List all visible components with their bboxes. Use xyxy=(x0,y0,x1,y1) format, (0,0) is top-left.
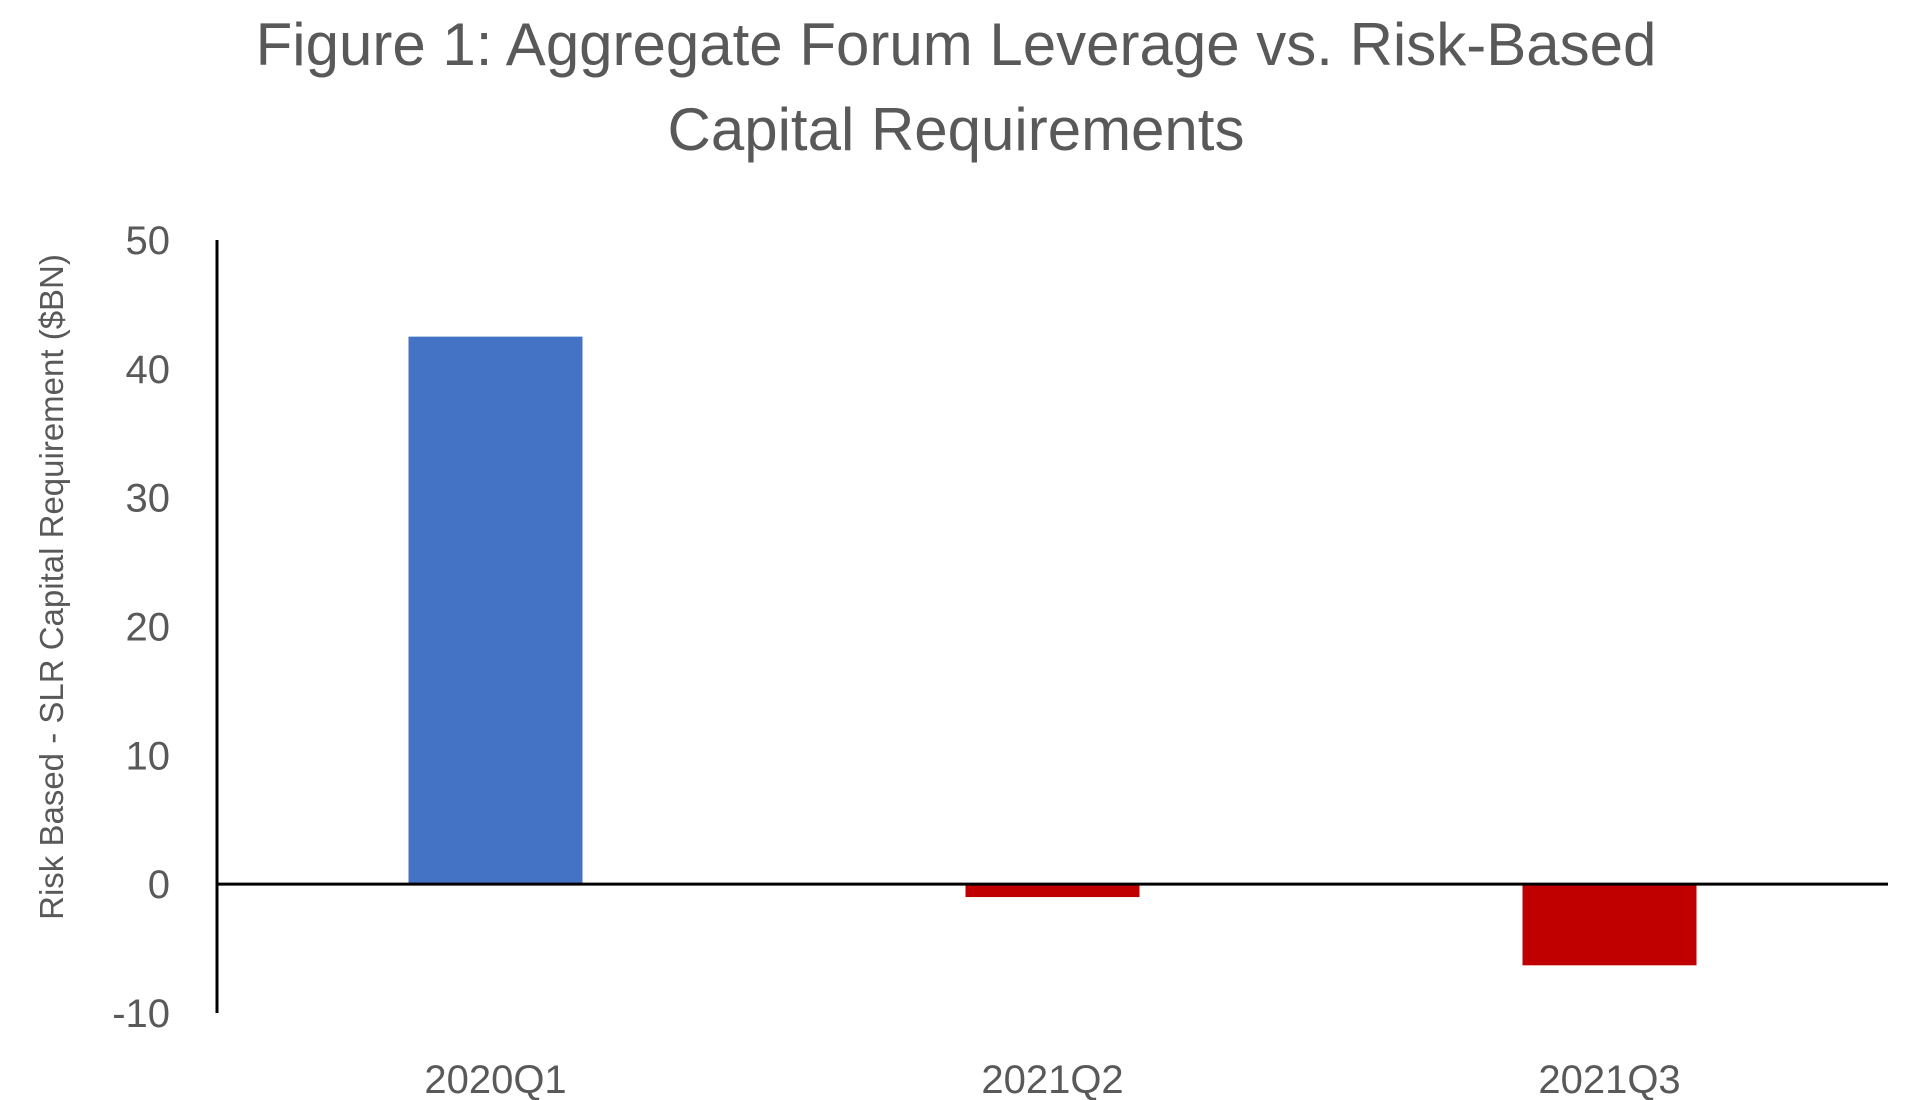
bars xyxy=(408,336,1697,966)
x-tick-label: 2020Q1 xyxy=(424,1058,566,1100)
bar-2021Q2 xyxy=(965,884,1140,898)
x-tick-label: 2021Q2 xyxy=(981,1058,1123,1100)
x-tick-label: 2021Q3 xyxy=(1538,1058,1680,1100)
y-tick-label: 0 xyxy=(148,863,170,907)
bar-2020Q1 xyxy=(408,336,583,885)
chart-title-line-1: Figure 1: Aggregate Forum Leverage vs. R… xyxy=(256,11,1657,78)
y-tick-label: 50 xyxy=(126,219,171,263)
bar-2021Q3 xyxy=(1522,884,1697,966)
y-axis-ticks: 50 40 30 20 10 0 -10 xyxy=(112,219,170,1036)
y-tick-label: 20 xyxy=(126,606,171,650)
y-tick-label: 30 xyxy=(126,477,171,521)
y-axis-label: Risk Based - SLR Capital Requirement ($B… xyxy=(33,254,70,920)
x-axis-ticks: 2020Q1 2021Q2 2021Q3 xyxy=(424,1058,1680,1100)
y-tick-label: 10 xyxy=(126,734,171,778)
chart-title: Figure 1: Aggregate Forum Leverage vs. R… xyxy=(256,11,1657,163)
chart-title-line-2: Capital Requirements xyxy=(668,96,1245,163)
y-tick-label: 40 xyxy=(126,348,171,392)
y-tick-label: -10 xyxy=(112,992,170,1036)
